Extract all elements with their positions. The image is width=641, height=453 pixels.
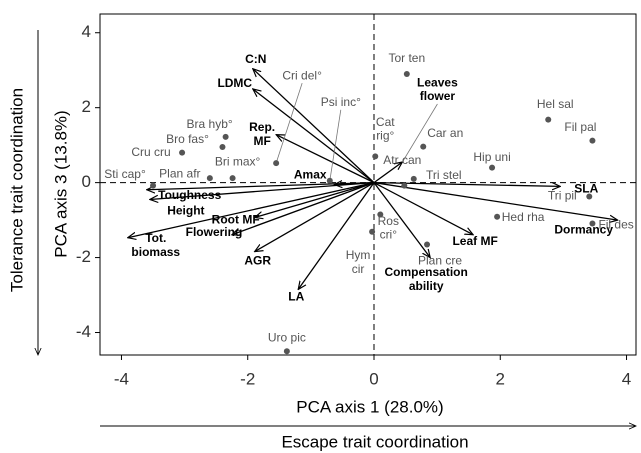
leader-line <box>275 83 303 164</box>
species-label: Ros cri° <box>378 214 399 242</box>
leader-line <box>402 103 438 163</box>
species-point <box>420 143 427 150</box>
trait-arrow <box>253 89 375 184</box>
species-point <box>586 193 593 200</box>
leader-line <box>329 109 342 181</box>
species-label: Bri max° <box>215 154 261 168</box>
y-tick-label: -2 <box>76 247 91 266</box>
species-point <box>219 144 226 151</box>
species-point <box>273 160 280 167</box>
trait-label: Height <box>167 204 204 218</box>
trait-arrow <box>255 182 375 252</box>
trait-label: LDMC <box>217 76 252 90</box>
species-label: Tri pil <box>548 189 577 203</box>
x-tick-label: -2 <box>240 369 255 388</box>
trait-label: Tot. biomass <box>131 231 180 259</box>
trait-arrow <box>298 182 375 290</box>
x-tick-label: 0 <box>369 369 378 388</box>
trait-arrow <box>373 182 473 235</box>
trait-label: C:N <box>245 52 266 66</box>
species-point <box>326 177 333 184</box>
trait-arrow <box>373 182 430 258</box>
species-point <box>369 228 376 235</box>
species-label: Tor ten <box>388 51 425 65</box>
species-point <box>589 137 596 144</box>
x-tick-label: 4 <box>622 369 631 388</box>
trait-label: Compensation ability <box>385 265 468 293</box>
x-tick-label: 2 <box>496 369 505 388</box>
trait-arrow <box>232 182 375 235</box>
species-point <box>401 182 408 189</box>
trait-arrow <box>255 182 375 218</box>
species-label: Tri stel <box>426 168 462 182</box>
species-point <box>283 348 290 355</box>
plot-frame <box>99 13 637 356</box>
species-label: Cri del° <box>282 68 322 82</box>
species-label: Fil pal <box>564 120 596 134</box>
species-label: Bro fas° <box>166 132 209 146</box>
y-tick-label: 4 <box>82 22 91 41</box>
trait-label: LA <box>288 290 304 304</box>
species-label: Hip uni <box>473 150 510 164</box>
y-axis-title: PCA axis 3 (13.8%) <box>51 110 70 257</box>
trait-label: Toughness <box>158 188 221 202</box>
species-label: Cru cru <box>131 145 170 159</box>
species-label: Hed rha <box>502 210 545 224</box>
species-point <box>372 153 379 160</box>
trait-label: Leaves flower <box>417 76 458 104</box>
trait-label: Root MF <box>212 213 260 227</box>
species-point <box>179 149 186 156</box>
trait-label: Rep. MF <box>249 120 275 148</box>
species-point <box>377 211 384 218</box>
y-tick-label: 0 <box>82 172 91 191</box>
species-label: Uro pic <box>268 330 306 344</box>
species-label: Psi inc° <box>321 95 361 109</box>
species-label: Atr can <box>383 153 421 167</box>
species-point <box>222 133 229 140</box>
species-point <box>206 175 213 182</box>
species-point <box>410 175 417 182</box>
species-point <box>494 213 501 220</box>
species-label: Hel sal <box>537 97 574 111</box>
species-point <box>545 116 552 123</box>
trait-label: AGR <box>244 254 271 268</box>
species-label: Fil des <box>598 218 633 232</box>
species-label: Sti cap° <box>104 167 146 181</box>
trait-label: SLA <box>574 182 598 196</box>
species-label: Plan afr <box>159 166 200 180</box>
trait-label: Leaf MF <box>452 234 497 248</box>
trait-arrow <box>276 135 375 184</box>
trait-label: Dormancy <box>554 222 613 236</box>
species-label: Plan cre <box>418 254 462 268</box>
species-point <box>589 220 596 227</box>
species-label: Bra hyb° <box>187 117 233 131</box>
species-point <box>489 164 496 171</box>
trait-label: Amax <box>294 168 327 182</box>
y-tick-label: -4 <box>76 322 91 341</box>
species-label: Cat rig° <box>376 115 395 143</box>
species-label: Hym cir <box>346 248 371 276</box>
trait-arrow <box>373 162 402 184</box>
trait-arrow <box>373 181 618 220</box>
species-point <box>424 241 431 248</box>
species-point <box>229 175 236 182</box>
x-axis-title: PCA axis 1 (28.0%) <box>296 397 443 416</box>
trait-label: Flowering <box>186 225 243 239</box>
trait-arrow <box>150 181 375 200</box>
y-tick-label: 2 <box>82 97 91 116</box>
species-point <box>403 70 410 77</box>
trait-arrow <box>128 181 375 238</box>
y-descriptor: Tolerance trait coordination <box>7 88 26 292</box>
species-point <box>150 182 157 189</box>
trait-arrow <box>147 181 375 190</box>
x-tick-label: -4 <box>114 369 129 388</box>
x-descriptor: Escape trait coordination <box>281 432 468 451</box>
trait-arrow <box>253 69 375 184</box>
species-label: Car an <box>427 126 463 140</box>
